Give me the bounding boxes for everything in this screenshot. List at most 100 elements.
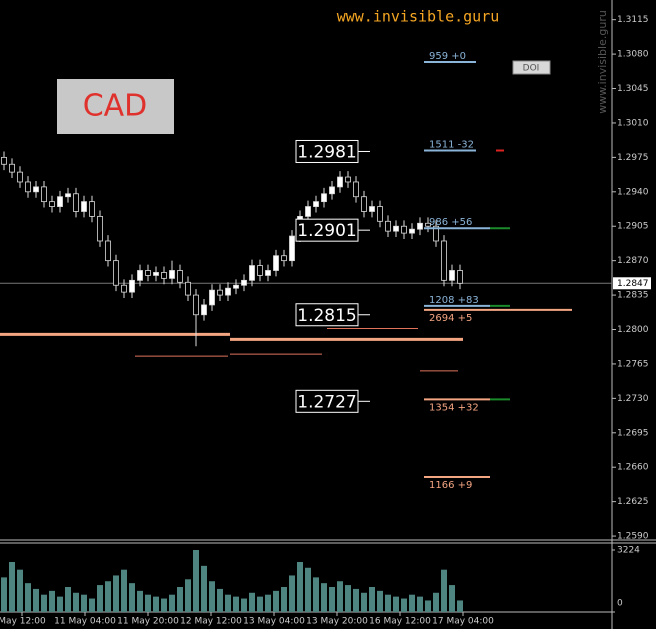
volume-bar	[225, 594, 231, 612]
y-tick-label: 1.2590	[617, 532, 649, 542]
volume-bar	[425, 600, 431, 612]
candle-body	[97, 215, 103, 242]
volume-bar	[289, 575, 295, 612]
time-label: 16 May 12:00	[369, 617, 431, 627]
level-label: 1.2727	[297, 392, 356, 412]
candle-body	[17, 171, 23, 183]
y-tick-label: 1.2660	[617, 463, 649, 473]
doi-button[interactable]	[512, 60, 551, 75]
candle-body	[73, 193, 79, 212]
candle-body	[449, 270, 455, 281]
candle-body	[201, 304, 207, 316]
volume-tick-label: 0	[617, 599, 623, 609]
volume-bar	[113, 575, 119, 612]
level-label: 1.2901	[297, 221, 356, 241]
volume-bar	[121, 569, 127, 612]
volume-tick-label: 3224	[617, 546, 640, 556]
doi-button-label[interactable]: DOI	[523, 64, 540, 74]
candle-body	[129, 279, 135, 293]
candle-body	[313, 201, 319, 207]
candle-body	[161, 272, 167, 279]
marker-label: 1354 +32	[429, 402, 479, 413]
volume-bar	[81, 594, 87, 612]
level-box	[295, 303, 359, 327]
candle-body	[25, 181, 31, 193]
time-label: 13 May 04:00	[243, 617, 305, 627]
marker-label: 959 +0	[429, 51, 466, 62]
y-tick-label: 1.3115	[617, 15, 649, 25]
volume-bar	[273, 590, 279, 612]
level-box	[295, 139, 359, 163]
volume-bar	[209, 581, 215, 612]
volume-bar	[257, 596, 263, 612]
y-tick-label: 1.2905	[617, 222, 649, 232]
y-tick-label: 1.2730	[617, 394, 649, 404]
candle-body	[65, 193, 71, 198]
volume-bar	[89, 598, 95, 612]
candle-body	[401, 225, 407, 234]
y-tick-label: 1.2800	[617, 325, 649, 335]
candle-body	[209, 289, 215, 306]
candle-body	[385, 220, 391, 232]
candle-body	[89, 201, 95, 217]
volume-bar	[129, 583, 135, 612]
volume-bar	[25, 583, 31, 612]
candle-body	[441, 240, 447, 281]
site-link[interactable]: www.invisible.guru	[337, 8, 500, 26]
volume-bar	[137, 590, 143, 612]
candle-body	[393, 225, 399, 232]
volume-bar	[377, 590, 383, 612]
symbol-box	[57, 79, 174, 134]
candle-body	[49, 201, 55, 207]
volume-bar	[169, 594, 175, 612]
volume-bar	[153, 596, 159, 612]
volume-bar	[305, 567, 311, 612]
level-label: 1.2815	[297, 306, 356, 326]
candle-body	[105, 240, 111, 262]
y-tick-label: 1.2975	[617, 153, 649, 163]
y-tick-label: 1.2765	[617, 359, 649, 369]
marker-label: 2694 +5	[429, 313, 472, 324]
volume-bar	[65, 587, 71, 612]
volume-bar	[433, 592, 439, 612]
volume-bar	[297, 562, 303, 612]
volume-bar	[337, 581, 343, 612]
candle-body	[41, 186, 47, 203]
candle-body	[33, 186, 39, 193]
time-label: 11 May 04:00	[54, 617, 116, 627]
volume-bar	[457, 600, 463, 612]
volume-bar	[241, 598, 247, 612]
volume-bar	[313, 577, 319, 612]
y-tick-label: 1.2870	[617, 256, 649, 266]
time-label: May 12:00	[0, 617, 46, 627]
marker-label: 1511 -32	[429, 139, 474, 150]
volume-bar	[321, 583, 327, 612]
candle-body	[369, 206, 375, 212]
candle-body	[9, 163, 15, 173]
candle-body	[321, 193, 327, 203]
candle-body	[345, 176, 351, 183]
candle-body	[145, 270, 151, 276]
time-label: 12 May 12:00	[180, 617, 242, 627]
marker-label: 986 +56	[429, 217, 472, 228]
time-label: 13 May 20:00	[306, 617, 368, 627]
candle-body	[457, 270, 463, 284]
volume-bar	[409, 594, 415, 612]
candle-body	[361, 196, 367, 212]
y-tick-label: 1.2625	[617, 497, 649, 507]
y-tick-label: 1.3010	[617, 118, 649, 128]
marker-label: 1166 +9	[429, 480, 472, 491]
level-box	[295, 218, 359, 242]
volume-bar	[345, 585, 351, 612]
volume-bar	[41, 594, 47, 612]
volume-bar	[49, 590, 55, 612]
volume-bar	[385, 594, 391, 612]
volume-bar	[97, 585, 103, 612]
volume-bar	[417, 596, 423, 612]
candle-body	[353, 181, 359, 198]
volume-bar	[441, 569, 447, 612]
volume-bar	[193, 550, 199, 612]
candle-body	[409, 228, 415, 234]
